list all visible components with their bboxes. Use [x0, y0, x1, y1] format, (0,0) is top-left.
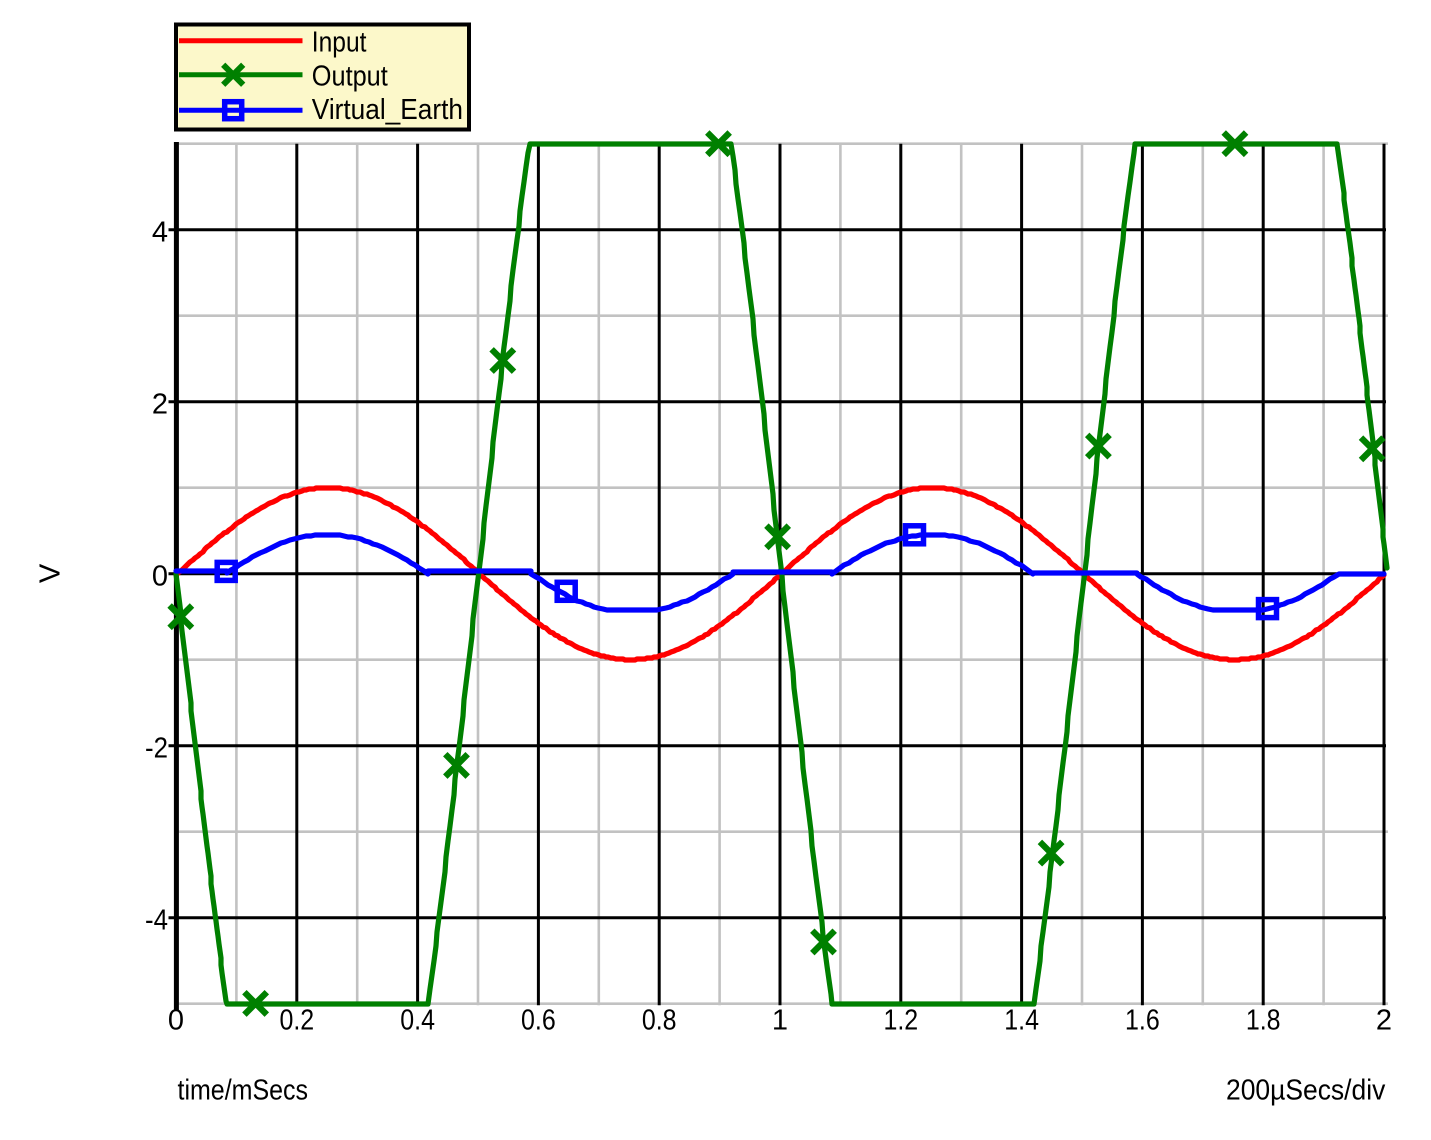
svg-text:0: 0 — [168, 1004, 184, 1036]
svg-text:V: V — [35, 563, 67, 583]
svg-text:Virtual_Earth: Virtual_Earth — [312, 93, 463, 126]
svg-text:2: 2 — [1376, 1004, 1392, 1036]
svg-text:1.8: 1.8 — [1246, 1004, 1281, 1036]
svg-text:4: 4 — [152, 216, 168, 248]
svg-text:1.6: 1.6 — [1125, 1004, 1160, 1036]
svg-text:1.2: 1.2 — [883, 1004, 918, 1036]
svg-text:Output: Output — [312, 59, 388, 92]
svg-text:-4: -4 — [145, 903, 168, 936]
svg-text:0: 0 — [152, 560, 168, 592]
svg-text:time/mSecs: time/mSecs — [178, 1073, 309, 1106]
svg-text:Input: Input — [312, 26, 367, 58]
svg-text:-2: -2 — [145, 731, 168, 764]
svg-text:1.4: 1.4 — [1004, 1004, 1039, 1036]
svg-text:2: 2 — [152, 388, 168, 420]
svg-text:1: 1 — [772, 1004, 788, 1036]
svg-text:0.6: 0.6 — [521, 1004, 556, 1036]
svg-text:0.2: 0.2 — [279, 1004, 314, 1036]
svg-text:0.8: 0.8 — [642, 1004, 677, 1036]
svg-text:0.4: 0.4 — [400, 1004, 435, 1036]
svg-text:200µSecs/div: 200µSecs/div — [1226, 1073, 1385, 1105]
